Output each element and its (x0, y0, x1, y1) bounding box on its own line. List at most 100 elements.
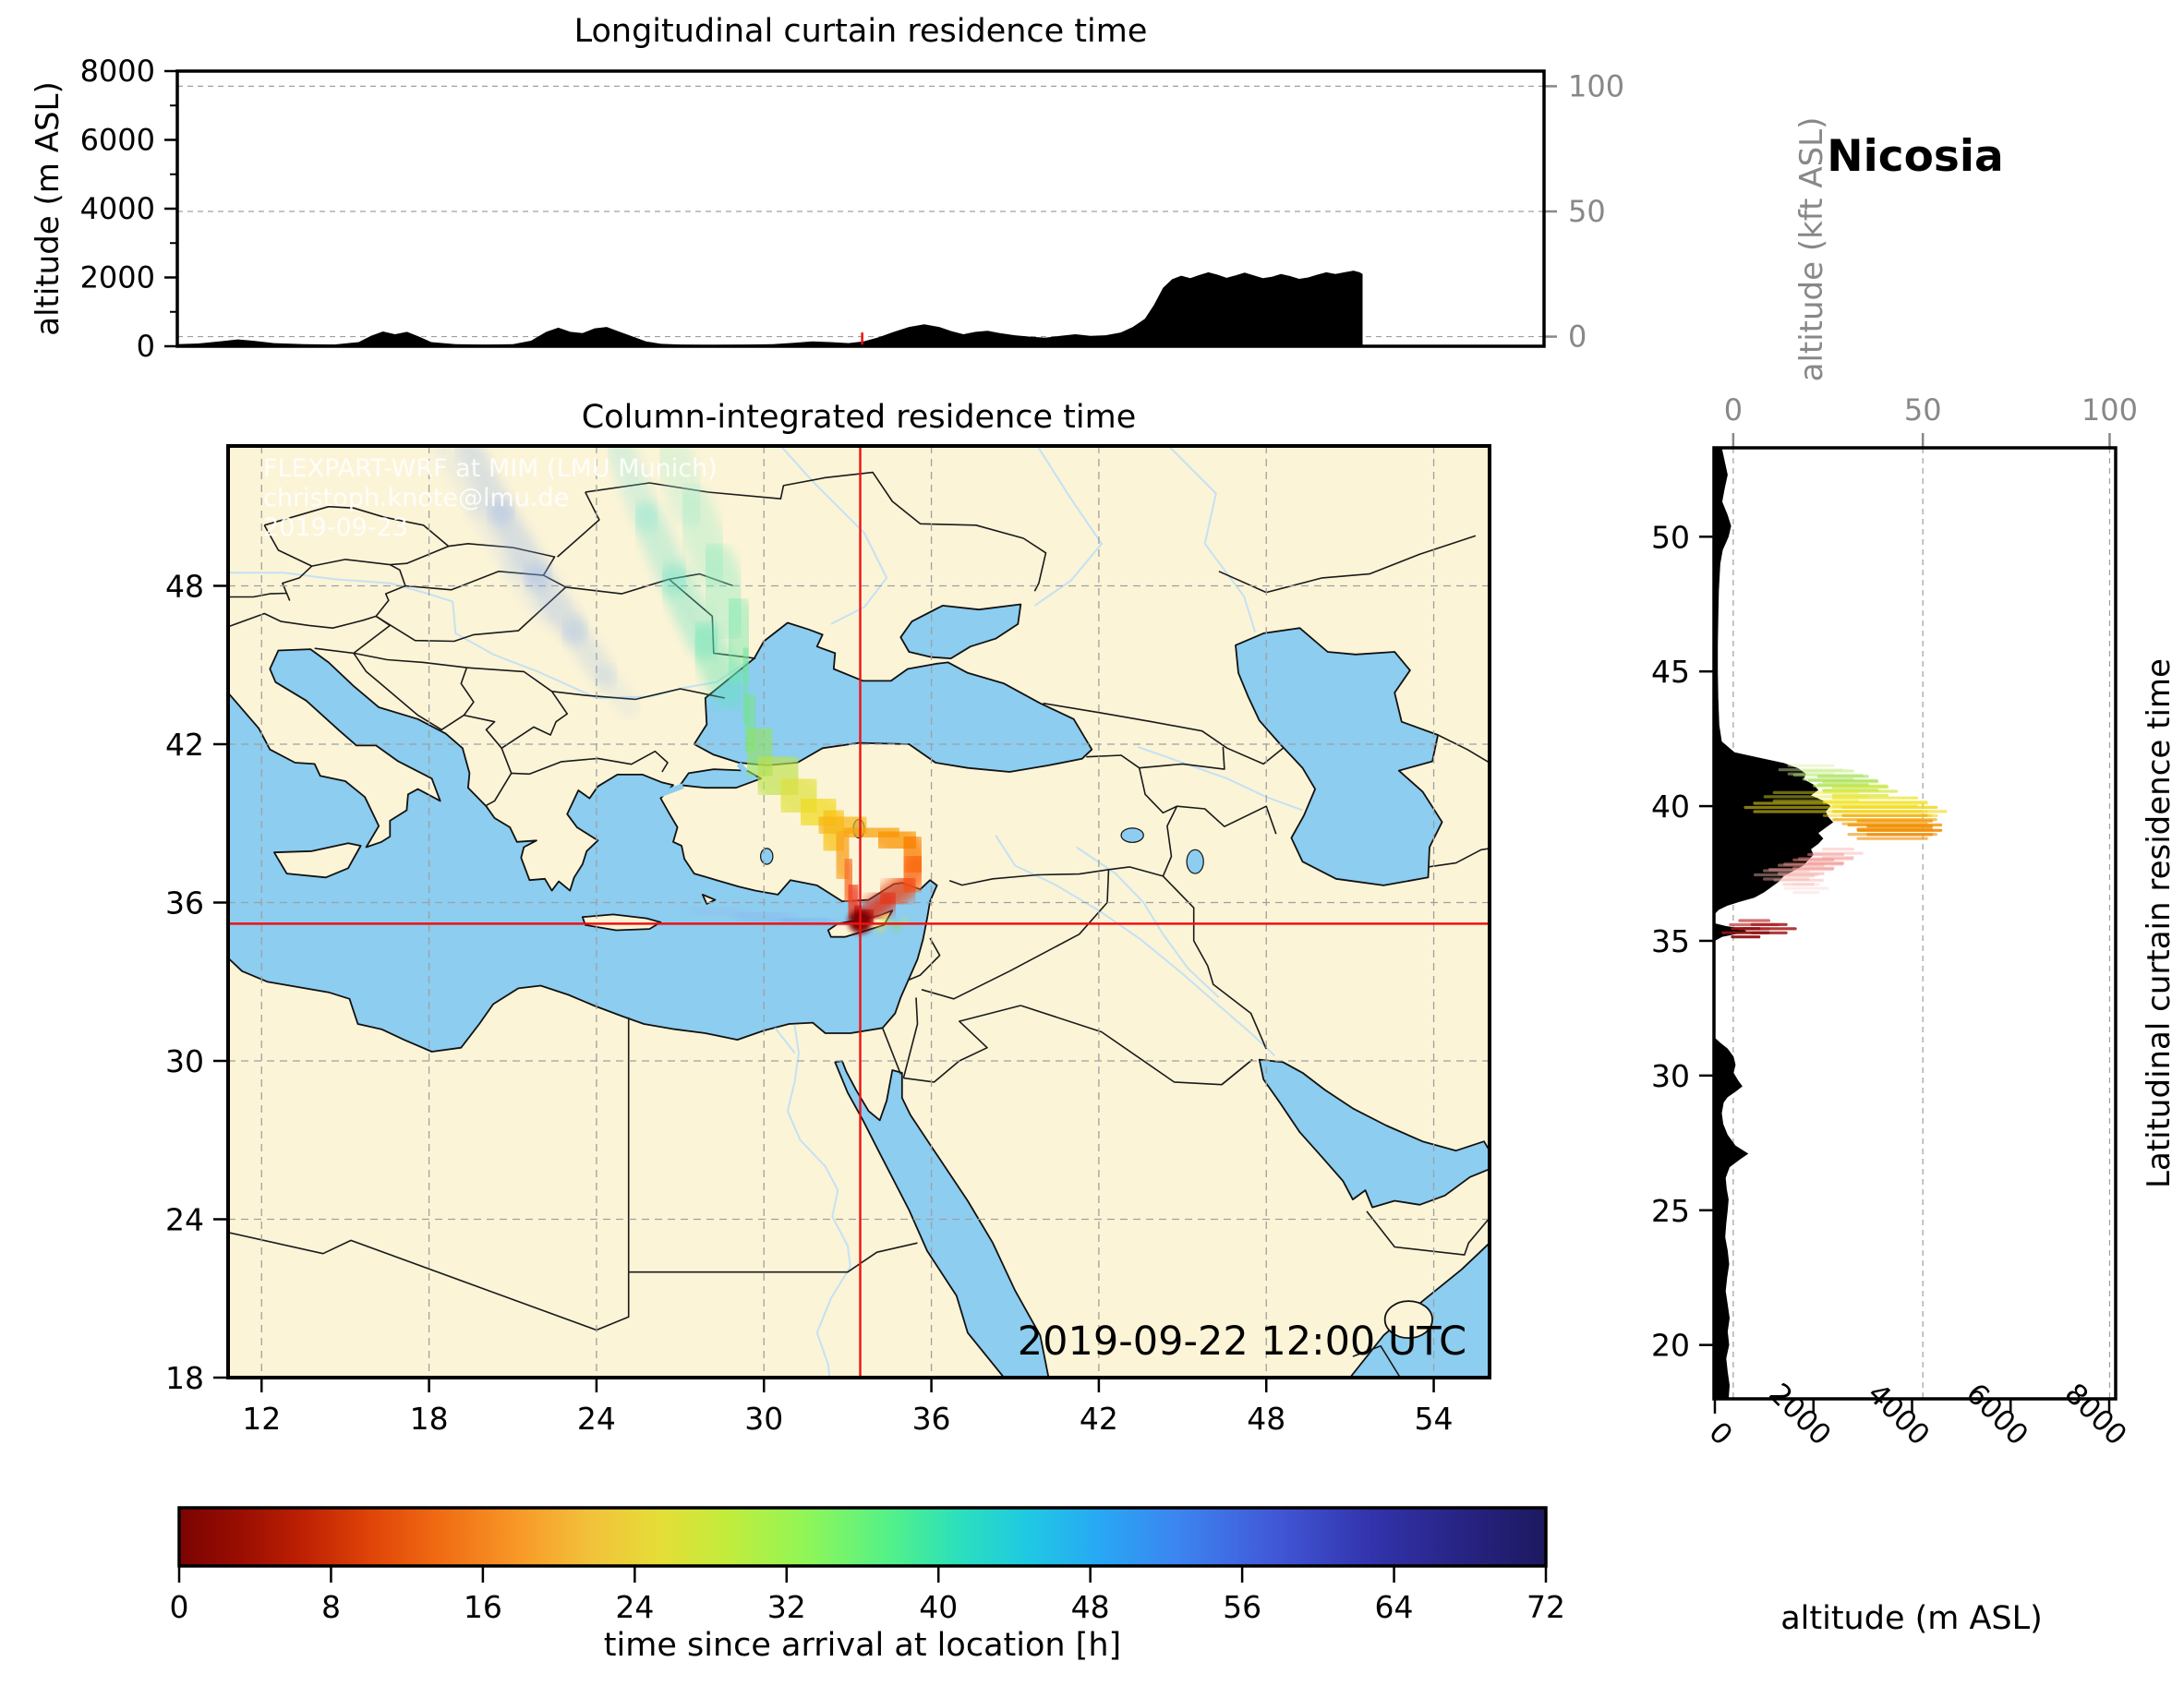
top-ytick-label: 6000 (80, 123, 155, 158)
right-xtick-label: 0 (1702, 1415, 1738, 1451)
watermark-line-3: 2019-09-23 (263, 513, 408, 542)
watermark-line-2: christoph.knote@lmu.de (263, 484, 570, 512)
water-persian-gulf (1258, 1058, 1490, 1209)
map-panel: 12 18 24 30 36 42 48 54 48 42 36 30 24 18 (165, 444, 1491, 1437)
residence-band (1822, 848, 1854, 851)
residence-band (1783, 886, 1829, 890)
right-ytick-label: 40 (1651, 789, 1690, 825)
residence-band (1822, 789, 1899, 793)
river (995, 835, 1275, 1057)
residence-band (1856, 828, 1928, 832)
colorbar-tick-label: 32 (767, 1589, 806, 1625)
country-border (375, 563, 406, 617)
residence-band (1802, 769, 1854, 773)
residence-band (1787, 764, 1835, 767)
residence-band (1822, 780, 1879, 784)
country-border (353, 652, 465, 731)
map-xtick-label: 18 (410, 1401, 449, 1437)
residence-band (1792, 858, 1835, 861)
country-border (228, 612, 377, 630)
residence-band (1778, 863, 1825, 867)
residence-band (1807, 852, 1845, 857)
lake (760, 848, 774, 865)
country-border (263, 505, 450, 567)
country-border (948, 866, 1164, 886)
top-panel-ylabel-right: altitude (kft ASL) (1793, 116, 1830, 382)
top-panel-ylabel: altitude (m ASL) (30, 81, 66, 336)
residence-band (1721, 931, 1770, 934)
map-ytick-label: 36 (165, 885, 204, 921)
colorbar-tick-label: 0 (170, 1589, 189, 1625)
map-ytick-label: 42 (165, 727, 204, 763)
residence-band (1763, 869, 1810, 873)
lake (1186, 849, 1204, 874)
right-kft-tick-label: 0 (1724, 392, 1743, 428)
plume-speck (875, 923, 885, 933)
water-sea-of-azov (899, 603, 1022, 659)
longitudinal-terrain (177, 271, 1363, 346)
colorbar-tick-label: 16 (464, 1589, 502, 1625)
water-caspian-sea (1235, 627, 1443, 886)
country-border (1428, 848, 1490, 868)
plume-faint-blue-west (501, 556, 558, 629)
map-xtick-label: 12 (242, 1401, 281, 1437)
right-ytick-label: 30 (1651, 1058, 1690, 1094)
residence-band (1782, 883, 1816, 886)
country-border (1139, 746, 1225, 770)
residence-band (1782, 874, 1816, 878)
residence-band (1841, 813, 1928, 817)
residence-band (1831, 810, 1924, 813)
residence-band (1773, 878, 1825, 882)
country-border (228, 565, 313, 601)
country-border (1218, 535, 1477, 594)
country-border (353, 652, 569, 750)
station-title: Nicosia (1827, 131, 2004, 182)
map-ytick-label: 48 (165, 568, 204, 604)
country-border (501, 748, 513, 774)
top-ytick-label: 4000 (80, 191, 155, 226)
country-border (228, 1232, 630, 1331)
country-border (628, 1242, 918, 1273)
right-ytick-label: 20 (1651, 1328, 1690, 1364)
colorbar-tick-label: 64 (1375, 1589, 1414, 1625)
residence-band (1831, 785, 1889, 789)
right-panel-side-label: Latitudinal curtain residence time (2141, 658, 2178, 1188)
map-xtick-label: 30 (744, 1401, 783, 1437)
country-border (1162, 875, 1267, 1050)
top-ytick-label: 2000 (80, 260, 155, 295)
residence-band (1831, 793, 1889, 798)
country-border (903, 1005, 1021, 1083)
residence-band (1856, 819, 1934, 823)
colorbar-label: time since arrival at location [h] (603, 1627, 1122, 1664)
residence-band (1816, 775, 1869, 778)
map-xtick-label: 36 (912, 1401, 951, 1437)
right-kft-tick-label: 100 (2081, 392, 2138, 428)
residence-band (1753, 801, 1928, 805)
country-border (907, 937, 941, 981)
country-border (902, 997, 919, 1078)
right-ytick-label: 35 (1651, 923, 1690, 959)
lake (1120, 827, 1144, 843)
country-border (1043, 702, 1284, 765)
watermark-line-1: FLEXPART-WRF at MIM (LMU Munich) (263, 454, 718, 483)
residence-band (1856, 837, 1928, 840)
residence-band (1772, 790, 1860, 794)
top-panel-title: Longitudinal curtain residence time (573, 13, 1148, 50)
water-mediterranean (228, 648, 938, 1053)
map-geography (228, 446, 1490, 1378)
right-ytick-label: 25 (1651, 1193, 1690, 1229)
island-oman-oval (1383, 1300, 1433, 1340)
country-border (921, 970, 1010, 1000)
map-xtick-label: 24 (577, 1401, 616, 1437)
residence-band (1754, 873, 1819, 877)
colorbar-tick-label: 24 (615, 1589, 654, 1625)
colorbar-tick-label: 72 (1526, 1589, 1565, 1625)
plume-old-med-streak (734, 907, 793, 927)
country-border (1352, 1344, 1401, 1378)
residence-band (1841, 805, 1938, 809)
colorbar-tick-label: 56 (1223, 1589, 1261, 1625)
map-ytick-label: 24 (165, 1201, 204, 1237)
